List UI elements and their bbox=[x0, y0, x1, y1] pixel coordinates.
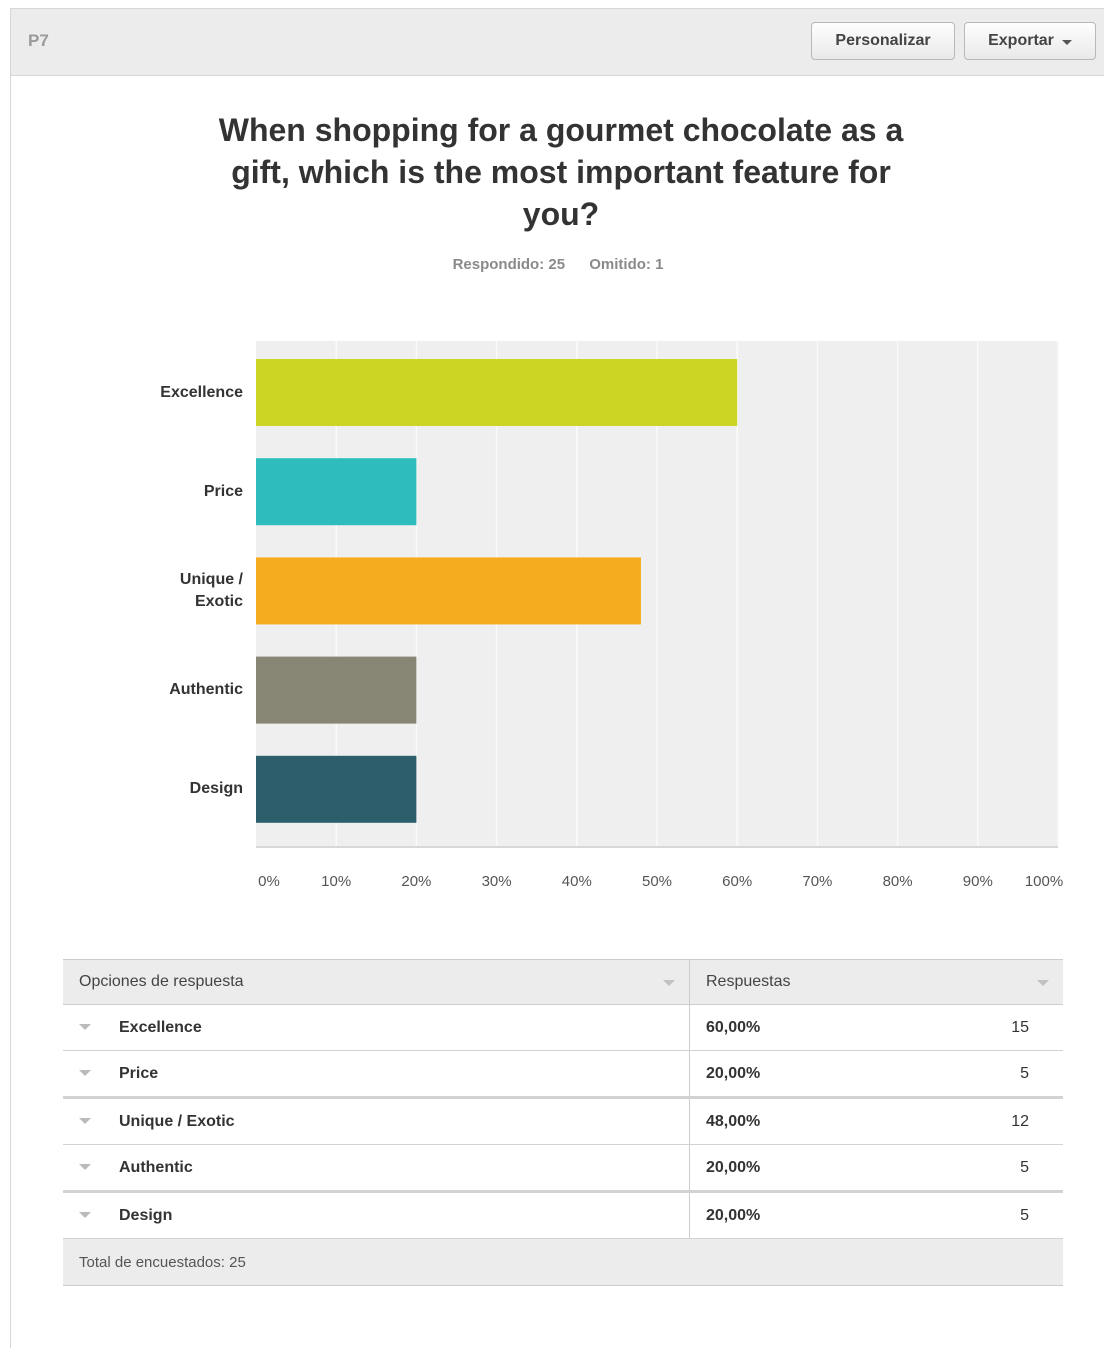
response-count: 5 bbox=[962, 1144, 1063, 1193]
customize-button-label: Personalizar bbox=[835, 32, 931, 49]
chevron-down-icon[interactable] bbox=[79, 1164, 91, 1171]
table-row: Authentic 20,00% 5 bbox=[63, 1144, 1063, 1193]
response-percent: 60,00% bbox=[689, 1004, 962, 1051]
question-number: P7 bbox=[28, 31, 49, 50]
answer-option-cell[interactable]: Excellence bbox=[63, 1004, 690, 1051]
table-header-row: Opciones de respuesta Respuestas bbox=[63, 959, 1063, 1005]
x-tick-label: 0% bbox=[258, 873, 280, 890]
answer-option-label: Authentic bbox=[119, 1158, 193, 1176]
header-answer-options[interactable]: Opciones de respuesta bbox=[63, 959, 690, 1005]
x-tick-label: 60% bbox=[722, 873, 753, 890]
y-axis-label: Excellence bbox=[160, 383, 243, 401]
answer-option-label: Excellence bbox=[119, 1018, 202, 1036]
x-tick-label: 40% bbox=[561, 873, 592, 890]
response-percent: 20,00% bbox=[689, 1050, 962, 1099]
skipped-count: Omitido: 1 bbox=[589, 256, 664, 273]
question-panel: P7 Personalizar Exportar When shopping f… bbox=[10, 8, 1104, 1348]
response-count: 5 bbox=[962, 1191, 1063, 1239]
answer-option-cell[interactable]: Price bbox=[63, 1050, 690, 1099]
answer-option-cell[interactable]: Design bbox=[63, 1191, 690, 1239]
y-axis-label: Price bbox=[203, 482, 243, 500]
table-row: Design 20,00% 5 bbox=[63, 1191, 1063, 1239]
x-tick-label: 20% bbox=[401, 873, 432, 890]
header-answer-options-label: Opciones de respuesta bbox=[79, 973, 244, 990]
response-count: 5 bbox=[962, 1050, 1063, 1099]
bar-unique-exotic[interactable] bbox=[256, 557, 641, 625]
answer-option-label: Unique / Exotic bbox=[119, 1112, 235, 1130]
response-count: 15 bbox=[962, 1004, 1063, 1051]
sort-icon[interactable] bbox=[663, 980, 675, 986]
y-axis-label: Unique / Exotic bbox=[179, 570, 243, 610]
response-stats: Respondido: 25 Omitido: 1 bbox=[11, 256, 1104, 273]
bar-chart-svg bbox=[256, 341, 1059, 848]
total-respondents: Total de encuestados: 25 bbox=[63, 1238, 1063, 1286]
chevron-down-icon[interactable] bbox=[79, 1024, 91, 1031]
bar-excellence[interactable] bbox=[256, 359, 738, 426]
export-button[interactable]: Exportar bbox=[964, 22, 1096, 60]
x-tick-label: 30% bbox=[481, 873, 512, 890]
y-axis-label: Design bbox=[189, 780, 243, 798]
x-tick-label: 70% bbox=[802, 873, 833, 890]
header-responses[interactable]: Respuestas bbox=[689, 959, 1063, 1005]
export-button-label: Exportar bbox=[988, 32, 1054, 49]
answer-option-label: Price bbox=[119, 1064, 159, 1082]
chevron-down-icon[interactable] bbox=[79, 1118, 91, 1125]
response-percent: 48,00% bbox=[689, 1097, 962, 1145]
answered-count: Respondido: 25 bbox=[452, 256, 566, 273]
bar-authentic[interactable] bbox=[256, 656, 417, 724]
response-percent: 20,00% bbox=[689, 1144, 962, 1193]
question-title: When shopping for a gourmet chocolate as… bbox=[218, 112, 904, 232]
answer-option-cell[interactable]: Authentic bbox=[63, 1144, 690, 1193]
bar-price[interactable] bbox=[256, 458, 417, 526]
x-tick-label: 80% bbox=[882, 873, 913, 890]
answer-option-label: Design bbox=[119, 1206, 173, 1224]
customize-button[interactable]: Personalizar bbox=[811, 22, 955, 60]
x-tick-label: 10% bbox=[321, 873, 352, 890]
chevron-down-icon[interactable] bbox=[79, 1070, 91, 1077]
table-row: Excellence 60,00% 15 bbox=[63, 1004, 1063, 1051]
chevron-down-icon[interactable] bbox=[79, 1212, 91, 1219]
header-responses-label: Respuestas bbox=[706, 973, 791, 990]
x-tick-label: 50% bbox=[641, 873, 673, 890]
response-count: 12 bbox=[962, 1097, 1063, 1145]
y-axis-label: Authentic bbox=[169, 681, 243, 699]
x-tick-label: 100% bbox=[1024, 873, 1064, 890]
answer-option-cell[interactable]: Unique / Exotic bbox=[63, 1097, 690, 1145]
table-footer-row: Total de encuestados: 25 bbox=[63, 1238, 1063, 1286]
table-row: Unique / Exotic 48,00% 12 bbox=[63, 1097, 1063, 1145]
bar-chart: Excellence Price Unique / Exotic Authentic De… bbox=[11, 329, 1104, 899]
bar-design[interactable] bbox=[256, 755, 417, 823]
response-percent: 20,00% bbox=[689, 1191, 962, 1239]
results-table: Opciones de respuesta Respuestas Excelle… bbox=[63, 959, 1063, 1286]
question-header: P7 Personalizar Exportar bbox=[11, 9, 1104, 76]
table-row: Price 20,00% 5 bbox=[63, 1050, 1063, 1099]
sort-icon[interactable] bbox=[1037, 980, 1049, 986]
chevron-down-icon bbox=[1061, 40, 1072, 45]
x-tick-label: 90% bbox=[962, 873, 993, 890]
